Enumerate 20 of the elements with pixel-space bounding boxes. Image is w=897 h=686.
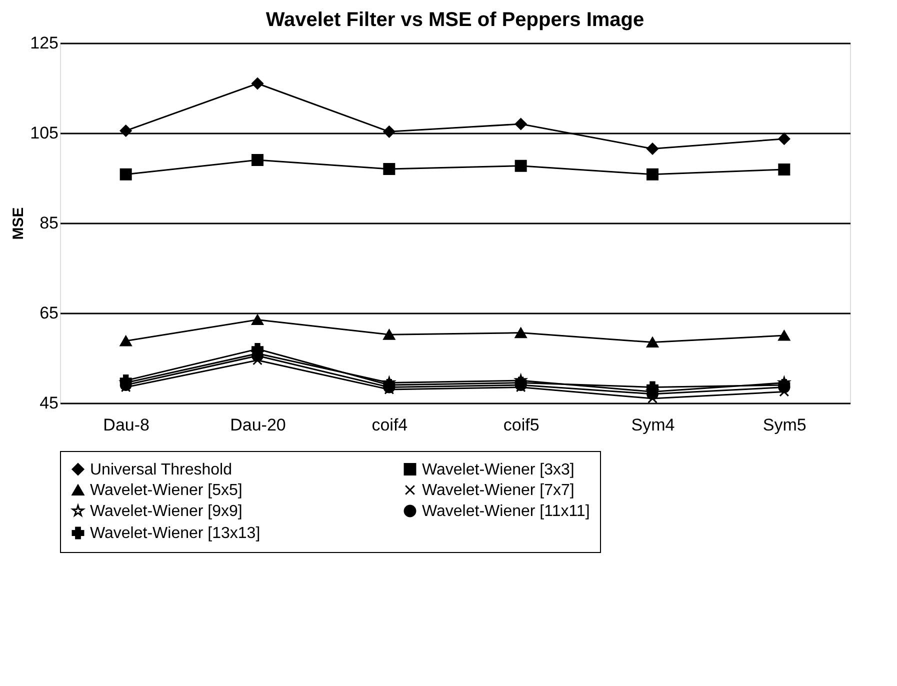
legend-label: Wavelet-Wiener [11x11] [422,503,590,520]
legend-label: Wavelet-Wiener [13x13] [90,525,260,542]
legend-label: Wavelet-Wiener [9x9] [90,503,242,520]
y-tick-label: 85 [40,214,58,232]
legend-label: Wavelet-Wiener [5x5] [90,482,242,499]
x-tick-label: Dau-8 [103,416,150,434]
x-tick-label: Sym5 [762,416,806,434]
y-axis-title: MSE [10,207,28,240]
y-tick-label: 65 [40,304,58,322]
y-tick-label: 105 [30,124,58,142]
x-tick-label: Sym4 [631,416,675,434]
y-tick-label: 125 [30,34,58,52]
x-tick-label: coif5 [503,416,540,434]
legend-label: Universal Threshold [90,461,232,478]
x-tick-label: Dau-20 [230,416,286,434]
x-tick-label: coif4 [372,416,408,434]
legend-label: Wavelet-Wiener [7x7] [422,482,574,499]
chart-title: Wavelet Filter vs MSE of Peppers Image [266,9,644,31]
y-tick-label: 45 [40,394,58,412]
legend-label: Wavelet-Wiener [3x3] [422,461,574,478]
